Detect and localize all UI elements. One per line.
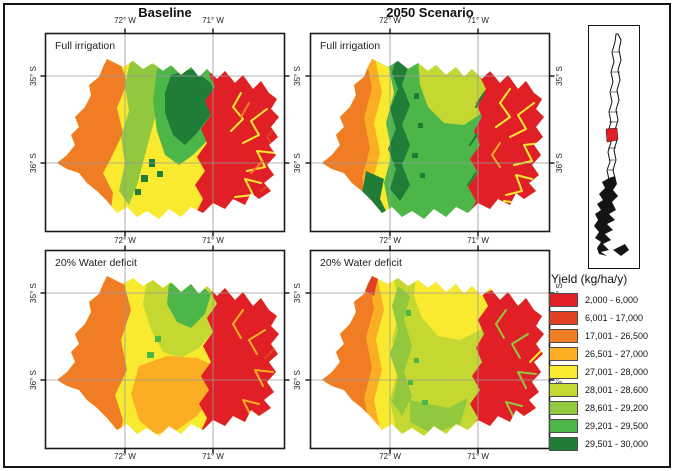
legend-swatch bbox=[549, 365, 578, 379]
legend-item-label: 28,601 - 29,200 bbox=[585, 403, 649, 413]
longitude-label: 71° W bbox=[202, 452, 224, 461]
chile-locator-inset bbox=[588, 25, 640, 269]
legend-swatch bbox=[549, 383, 578, 397]
legend-item: 29,501 - 30,000 bbox=[549, 437, 671, 451]
longitude-label: 72° W bbox=[114, 452, 136, 461]
legend-item: 29,201 - 29,500 bbox=[549, 419, 671, 433]
chile-outline bbox=[606, 33, 622, 181]
latitude-label: 35° S bbox=[29, 283, 38, 303]
column-title-2050: 2050 Scenario bbox=[386, 5, 474, 20]
latitude-label: 35° S bbox=[29, 66, 38, 86]
map-panel-baseline-full-irrigation: Full irrigation bbox=[39, 27, 291, 238]
legend-swatch bbox=[549, 311, 578, 325]
scenario-label: 20% Water deficit bbox=[55, 257, 137, 269]
map-panel-baseline-water-deficit: 20% Water deficit bbox=[39, 244, 291, 455]
longitude-label: 71° W bbox=[467, 236, 489, 245]
latitude-label: 35° S bbox=[293, 66, 302, 86]
legend-item: 28,601 - 29,200 bbox=[549, 401, 671, 415]
legend-item: 26,501 - 27,000 bbox=[549, 347, 671, 361]
highlighted-region bbox=[605, 127, 619, 143]
southern-archipelago bbox=[594, 176, 618, 256]
longitude-label: 71° W bbox=[202, 16, 224, 25]
legend-item-label: 17,001 - 26,500 bbox=[585, 331, 649, 341]
legend-item-label: 27,001 - 28,000 bbox=[585, 367, 649, 377]
latitude-label: 36° S bbox=[293, 153, 302, 173]
latitude-label: 36° S bbox=[293, 370, 302, 390]
scenario-label: Full irrigation bbox=[320, 40, 381, 52]
legend-item-label: 2,000 - 6,000 bbox=[585, 295, 639, 305]
scenario-label: Full irrigation bbox=[55, 40, 116, 52]
legend-rows: 2,000 - 6,000 6,001 - 17,000 17,001 - 26,5… bbox=[549, 293, 671, 451]
legend-swatch bbox=[549, 437, 578, 451]
longitude-label: 72° W bbox=[114, 16, 136, 25]
map-panel-2050-full-irrigation: Full irrigation bbox=[304, 27, 556, 238]
legend-item-label: 26,501 - 27,000 bbox=[585, 349, 649, 359]
longitude-label: 72° W bbox=[379, 452, 401, 461]
column-title-baseline: Baseline bbox=[138, 5, 192, 20]
latitude-label: 36° S bbox=[29, 153, 38, 173]
legend-item: 6,001 - 17,000 bbox=[549, 311, 671, 325]
legend: Yield (kg/ha/y) 2,000 - 6,000 6,001 - 17,… bbox=[549, 272, 671, 455]
chile-locator-map bbox=[594, 33, 629, 256]
legend-swatch bbox=[549, 329, 578, 343]
legend-item: 27,001 - 28,000 bbox=[549, 365, 671, 379]
latitude-label: 36° S bbox=[29, 370, 38, 390]
longitude-label: 71° W bbox=[202, 236, 224, 245]
tierra-del-fuego bbox=[613, 244, 629, 256]
yield-map-2050-full bbox=[305, 28, 555, 237]
legend-item-label: 28,001 - 28,600 bbox=[585, 385, 649, 395]
legend-item-label: 29,201 - 29,500 bbox=[585, 421, 649, 431]
legend-item: 2,000 - 6,000 bbox=[549, 293, 671, 307]
legend-title: Yield (kg/ha/y) bbox=[551, 272, 628, 286]
latitude-label: 35° S bbox=[293, 283, 302, 303]
region-division-lines bbox=[608, 51, 620, 171]
latitude-label: 36° S bbox=[555, 153, 564, 173]
map-panel-2050-water-deficit: 20% Water deficit bbox=[304, 244, 556, 455]
legend-swatch bbox=[549, 293, 578, 307]
legend-item-label: 6,001 - 17,000 bbox=[585, 313, 644, 323]
longitude-label: 71° W bbox=[467, 452, 489, 461]
legend-item-label: 29,501 - 30,000 bbox=[585, 439, 649, 449]
longitude-label: 71° W bbox=[467, 16, 489, 25]
yield-map-2050-deficit bbox=[305, 245, 555, 454]
legend-swatch bbox=[549, 401, 578, 415]
longitude-label: 72° W bbox=[379, 16, 401, 25]
legend-item: 17,001 - 26,500 bbox=[549, 329, 671, 343]
legend-swatch bbox=[549, 347, 578, 361]
legend-item: 28,001 - 28,600 bbox=[549, 383, 671, 397]
scenario-label: 20% Water deficit bbox=[320, 257, 402, 269]
longitude-label: 72° W bbox=[114, 236, 136, 245]
legend-swatch bbox=[549, 419, 578, 433]
yield-map-baseline-deficit bbox=[40, 245, 290, 454]
yield-map-baseline-full bbox=[40, 28, 290, 237]
latitude-label: 35° S bbox=[555, 66, 564, 86]
longitude-label: 72° W bbox=[379, 236, 401, 245]
